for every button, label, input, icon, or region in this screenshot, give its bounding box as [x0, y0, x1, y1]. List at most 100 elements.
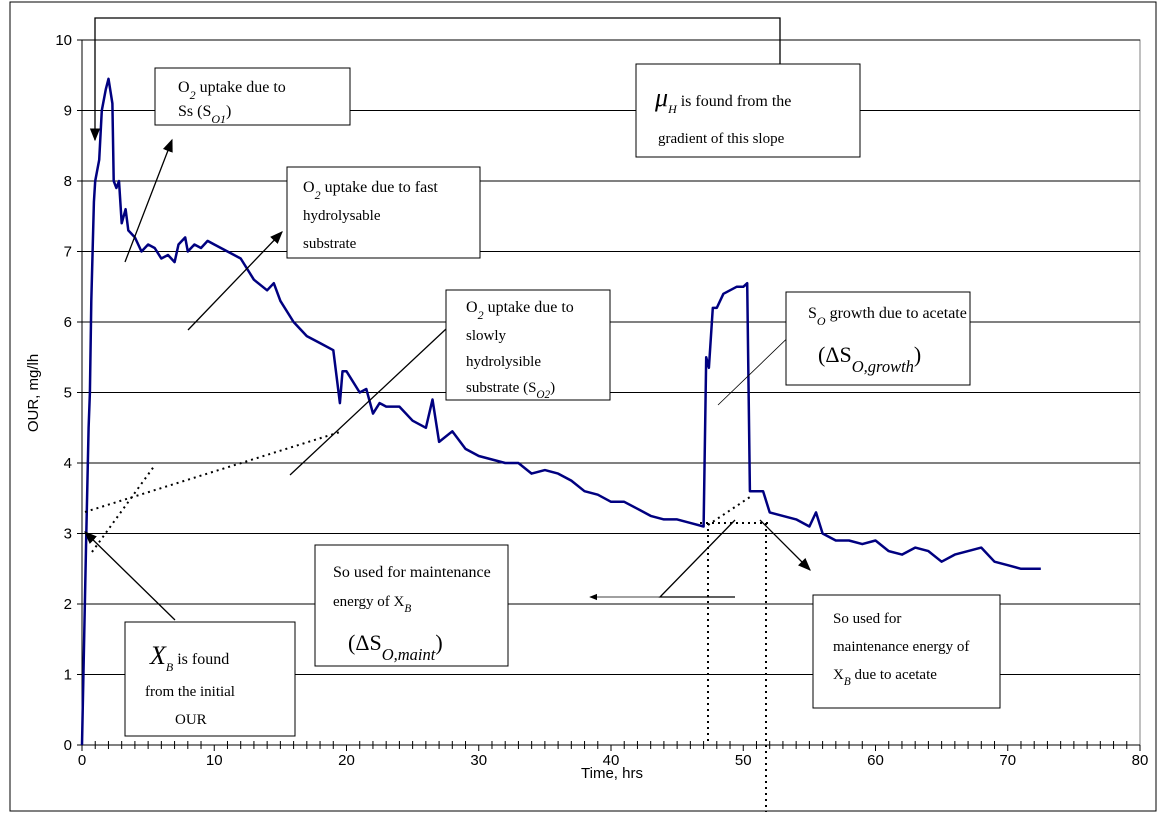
- data-line: [80, 77, 1041, 746]
- annotation-text: O2 uptake due to fast: [303, 179, 438, 202]
- annotation-run: So used for maintenance: [333, 564, 491, 581]
- annotation-run: substrate (S: [466, 380, 536, 396]
- x-tick-label: 80: [1132, 752, 1149, 769]
- y-tick-label: 8: [64, 173, 72, 190]
- y-tick-label: 3: [64, 526, 72, 543]
- annotation-run: maintenance energy of: [833, 639, 969, 655]
- annotation-text: Ss (SO1): [178, 103, 231, 126]
- annotation-box: [286, 166, 481, 259]
- annotation-text: substrate (SO2): [466, 380, 555, 401]
- y-tick-label: 1: [64, 667, 72, 684]
- guide-lines: [84, 431, 768, 812]
- annotation-text: XB due to acetate: [833, 667, 937, 688]
- annotation-subscript: 2: [190, 88, 196, 102]
- annotation-text: slowly: [466, 328, 507, 344]
- x-tick-label: 30: [470, 752, 487, 769]
- annotation-subscript: O,maint: [382, 645, 436, 664]
- annotation-text: So used for maintenance: [333, 564, 491, 581]
- annotation-run: gradient of this slope: [658, 131, 785, 147]
- annotation-run: O: [303, 179, 315, 196]
- annotation-box: [445, 289, 611, 401]
- annotation-run: substrate: [303, 236, 357, 252]
- annotation-subscript: 2: [478, 308, 484, 322]
- annotation-box: [154, 67, 351, 126]
- annotation-text: maintenance energy of: [833, 639, 969, 655]
- annotation-text: gradient of this slope: [658, 131, 785, 147]
- annotation-text: (ΔSO,growth): [818, 342, 921, 376]
- annotation-run: OUR: [175, 712, 207, 728]
- x-tick-label: 10: [206, 752, 223, 769]
- x-tick-label: 50: [735, 752, 752, 769]
- annotation-run: ): [550, 380, 555, 396]
- annotation-run: S: [808, 305, 817, 322]
- x-tick-label: 20: [338, 752, 355, 769]
- annotation-run: ): [914, 342, 921, 367]
- y-tick-label: 10: [55, 32, 72, 49]
- frame: [9, 1, 1157, 812]
- annotation-text: O2 uptake due to: [466, 299, 574, 322]
- annotation-subscript: 2: [315, 188, 321, 202]
- annotation-run: is found: [173, 651, 229, 668]
- annotation-run: X: [833, 667, 844, 683]
- y-tick-label: 4: [64, 455, 72, 472]
- annotation-subscript: O1: [211, 112, 226, 126]
- annotation-run: hydrolysible: [466, 354, 541, 370]
- annotation-run: uptake due to fast: [321, 179, 439, 196]
- annotation-symbol: X: [149, 641, 167, 670]
- annotation-run: uptake due to: [196, 79, 286, 96]
- y-axis-label: OUR, mg/lh: [25, 354, 42, 432]
- annotation-run: ): [435, 630, 442, 655]
- x-axis-label: Time, hrs: [581, 765, 643, 782]
- annotation-run: slowly: [466, 328, 507, 344]
- y-tick-label: 6: [64, 314, 72, 331]
- annotation-subscript: O: [817, 314, 826, 328]
- annotation-text: hydrolysible: [466, 354, 541, 370]
- annotation-box: [314, 544, 509, 667]
- annotation-run: O: [178, 79, 190, 96]
- y-tick-label: 7: [64, 244, 72, 261]
- annotation-text: SO growth due to acetate: [808, 305, 967, 328]
- x-tick-label: 70: [999, 752, 1016, 769]
- annotation-text: μH is found from the: [654, 83, 791, 116]
- annotation-run: energy of X: [333, 594, 405, 610]
- y-tick-label: 0: [64, 737, 72, 754]
- annotation-run: ): [226, 103, 231, 120]
- annotation-text: substrate: [303, 236, 357, 252]
- annotation-text: XB is found: [149, 641, 229, 674]
- annotation-run: (ΔS: [818, 342, 852, 367]
- annotation-text: from the initial: [145, 684, 235, 700]
- annotation-run: due to acetate: [851, 667, 938, 683]
- y-tick-label: 2: [64, 596, 72, 613]
- annotation-run: uptake due to: [484, 299, 574, 316]
- annotation-symbol: μ: [654, 83, 668, 112]
- annotation-subscript: H: [667, 102, 678, 116]
- annotation-run: growth due to acetate: [826, 305, 967, 322]
- annotation-run: from the initial: [145, 684, 235, 700]
- annotation-run: hydrolysable: [303, 208, 381, 224]
- annotation-box: [785, 291, 971, 386]
- y-tick-label: 9: [64, 103, 72, 120]
- annotation-box: [124, 621, 296, 737]
- annotation-text: hydrolysable: [303, 208, 381, 224]
- annotation-text: (ΔSO,maint): [348, 630, 443, 664]
- annotation-text: energy of XB: [333, 594, 411, 615]
- annotation-run: is found from the: [677, 93, 792, 110]
- annotation-run: Ss (S: [178, 103, 211, 120]
- annotation-text: So used for: [833, 611, 901, 627]
- annotation-run: O: [466, 299, 478, 316]
- annotation-run: So used for: [833, 611, 901, 627]
- x-tick-label: 60: [867, 752, 884, 769]
- y-tick-label: 5: [64, 385, 72, 402]
- x-tick-label: 0: [78, 752, 86, 769]
- x-tick-label: 40: [603, 752, 620, 769]
- annotation-subscript: O2: [536, 389, 550, 401]
- annotation-subscript: B: [166, 660, 174, 674]
- annotation-text: O2 uptake due to: [178, 79, 286, 102]
- annotation-run: (ΔS: [348, 630, 382, 655]
- annotation-subscript: B: [844, 676, 851, 688]
- annotation-box: [812, 594, 1001, 709]
- annotation-box: [635, 63, 861, 158]
- annotation-text: OUR: [175, 712, 207, 728]
- annotation-subscript: O,growth: [852, 357, 914, 376]
